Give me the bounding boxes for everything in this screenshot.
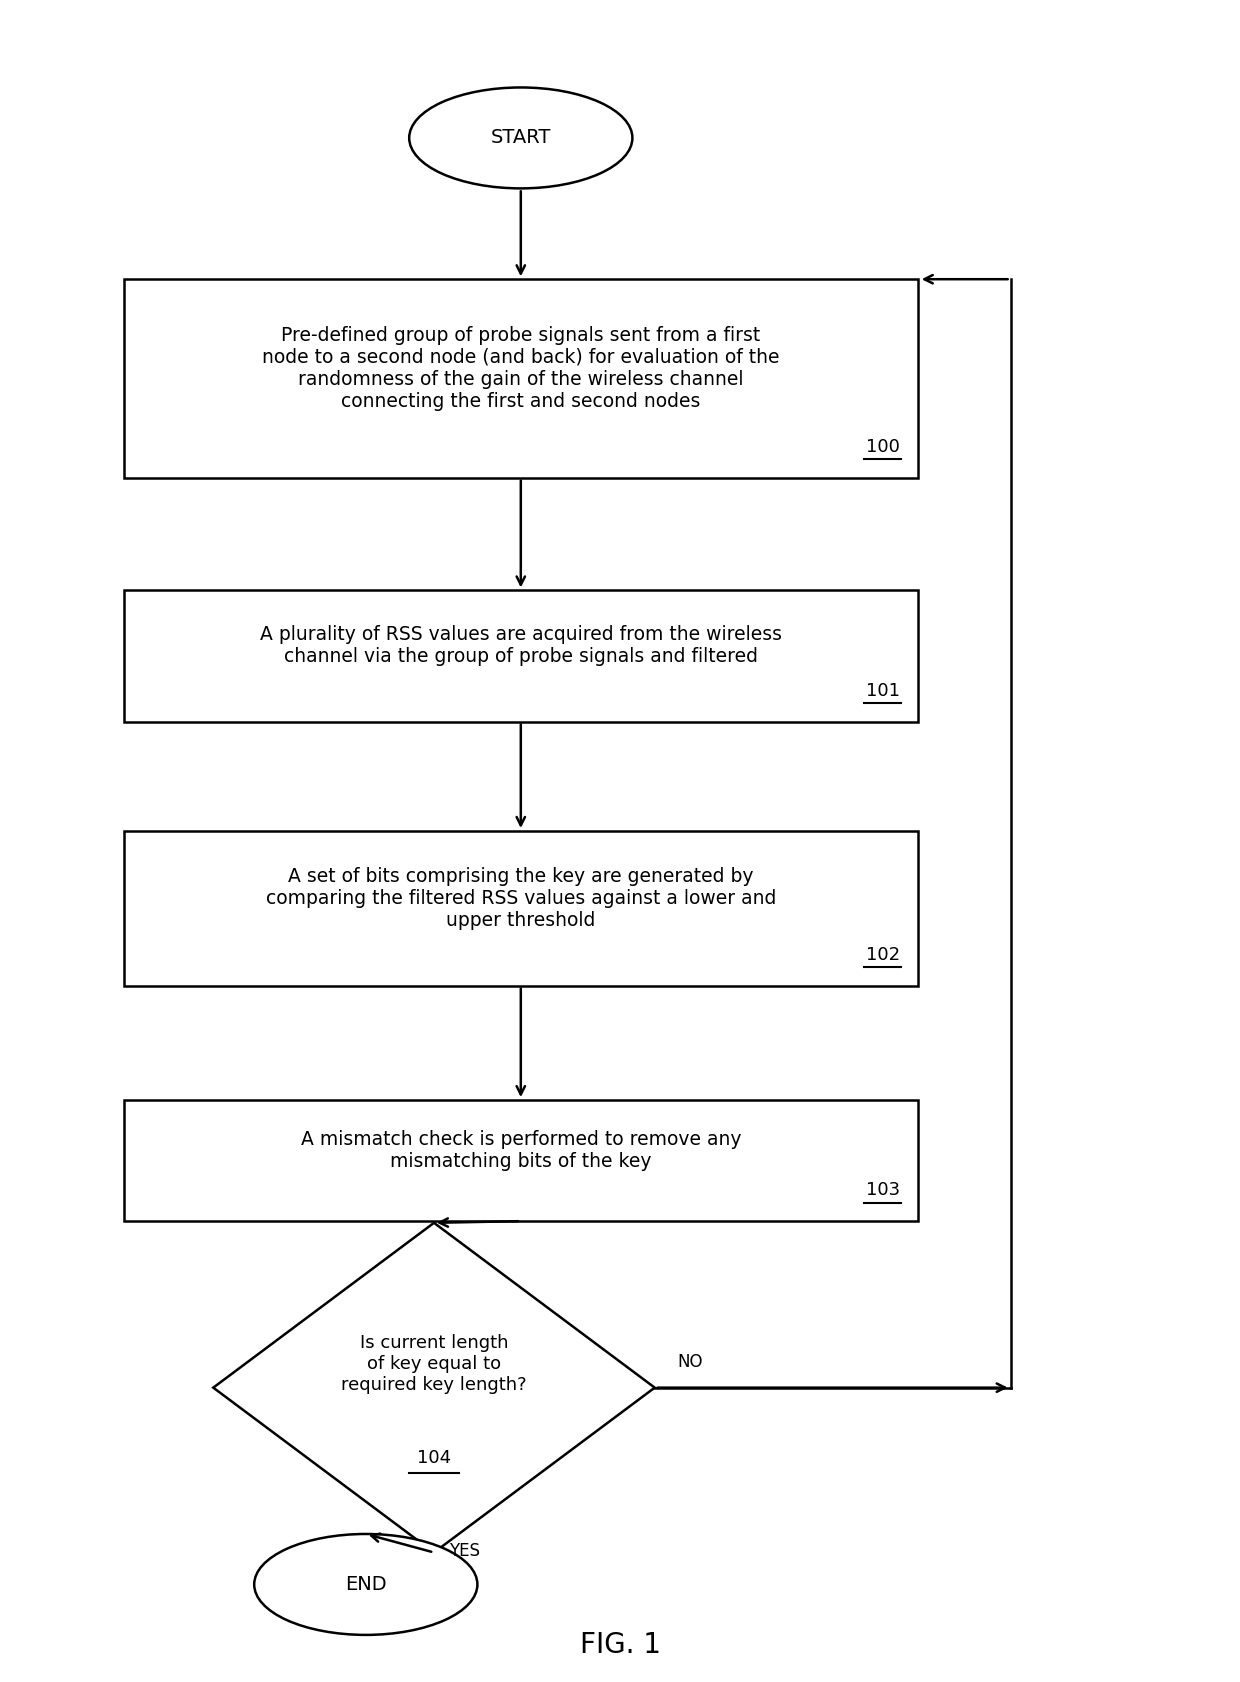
Text: A set of bits comprising the key are generated by
comparing the filtered RSS val: A set of bits comprising the key are gen… [265,866,776,930]
Text: Pre-defined group of probe signals sent from a first
node to a second node (and : Pre-defined group of probe signals sent … [262,326,780,410]
Text: END: END [345,1574,387,1595]
Text: YES: YES [449,1542,480,1561]
Text: 100: 100 [866,437,900,456]
Ellipse shape [409,87,632,188]
Bar [124,831,918,986]
Bar [124,279,918,478]
Text: A mismatch check is performed to remove any
mismatching bits of the key: A mismatch check is performed to remove … [300,1130,742,1171]
Text: 101: 101 [866,681,900,700]
Polygon shape [213,1223,655,1552]
Text: 104: 104 [417,1450,451,1467]
Ellipse shape [254,1534,477,1635]
Text: A plurality of RSS values are acquired from the wireless
channel via the group o: A plurality of RSS values are acquired f… [260,626,781,666]
Text: NO: NO [677,1352,703,1371]
Bar [124,590,918,722]
Text: 103: 103 [866,1181,900,1199]
Text: FIG. 1: FIG. 1 [579,1632,661,1658]
Text: Is current length
of key equal to
required key length?: Is current length of key equal to requir… [341,1334,527,1394]
Text: 102: 102 [866,945,900,964]
Text: START: START [491,128,551,148]
Bar [124,1100,918,1221]
